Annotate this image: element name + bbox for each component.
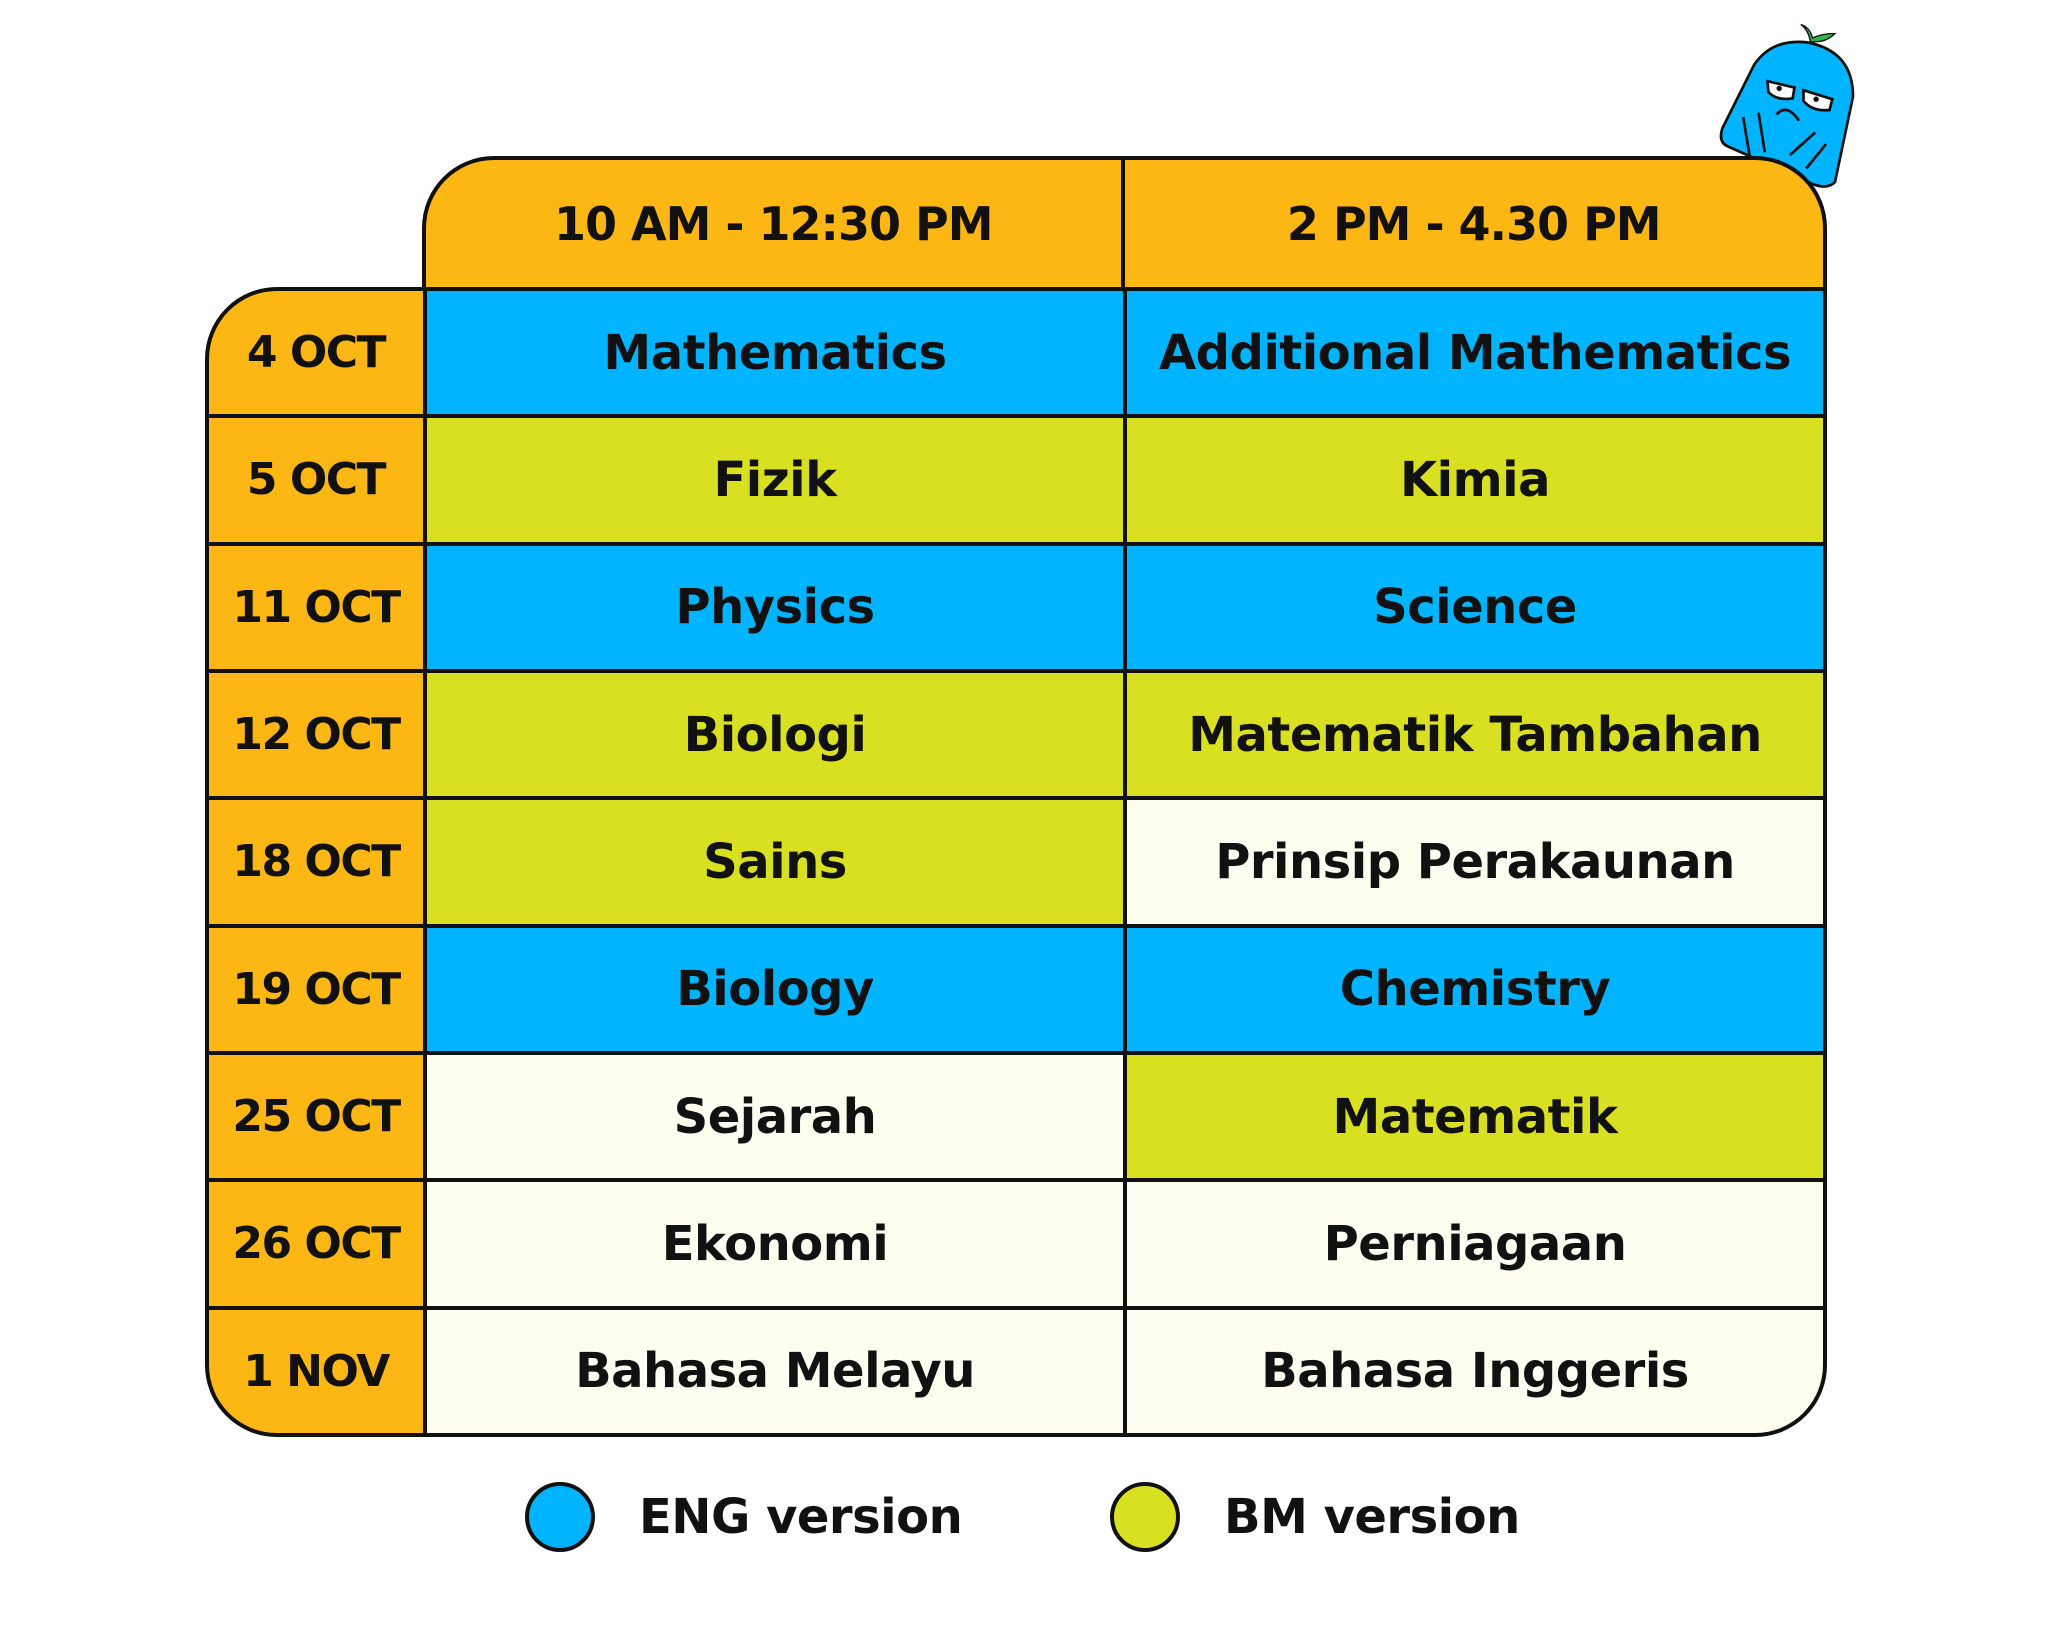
subject-cell: Matematik Tambahan bbox=[1127, 673, 1823, 797]
subject-cell: Bahasa Inggeris bbox=[1127, 1309, 1823, 1433]
subject-cell: Kimia bbox=[1127, 418, 1823, 542]
subject-cell: Perniagaan bbox=[1127, 1182, 1823, 1306]
mascot-icon bbox=[1719, 23, 1855, 188]
bm-color-swatch bbox=[1110, 1482, 1180, 1552]
date-cell: 4 OCT bbox=[209, 291, 423, 415]
date-cell: 18 OCT bbox=[209, 800, 423, 924]
subject-cell: Physics bbox=[427, 545, 1123, 669]
date-cell: 26 OCT bbox=[209, 1182, 423, 1306]
eng-color-swatch bbox=[525, 1482, 595, 1552]
exam-timetable: 4 OCT Mathematics Additional Mathematics 5 … bbox=[205, 287, 1827, 1437]
subject-cell: Chemistry bbox=[1127, 927, 1823, 1051]
legend-bm-label: BM version bbox=[1224, 1489, 1520, 1545]
subject-cell: Sejarah bbox=[427, 1055, 1123, 1179]
subject-cell: Additional Mathematics bbox=[1127, 291, 1823, 415]
subject-cell: Fizik bbox=[427, 418, 1123, 542]
subject-cell: Ekonomi bbox=[427, 1182, 1123, 1306]
subject-cell: Prinsip Perakaunan bbox=[1127, 800, 1823, 924]
date-cell: 12 OCT bbox=[209, 673, 423, 797]
time-slot-header: 10 AM - 12:30 PM 2 PM - 4.30 PM bbox=[422, 156, 1827, 287]
date-cell: 5 OCT bbox=[209, 418, 423, 542]
subject-cell: Bahasa Melayu bbox=[427, 1309, 1123, 1433]
time-slot-morning: 10 AM - 12:30 PM bbox=[426, 160, 1125, 287]
date-cell: 1 NOV bbox=[209, 1309, 423, 1433]
legend-eng: ENG version bbox=[525, 1482, 963, 1552]
date-cell: 19 OCT bbox=[209, 927, 423, 1051]
subject-cell: Sains bbox=[427, 800, 1123, 924]
subject-cell: Matematik bbox=[1127, 1055, 1823, 1179]
subject-cell: Biologi bbox=[427, 673, 1123, 797]
subject-cell: Mathematics bbox=[427, 291, 1123, 415]
subject-cell: Biology bbox=[427, 927, 1123, 1051]
date-cell: 25 OCT bbox=[209, 1055, 423, 1179]
subject-cell: Science bbox=[1127, 545, 1823, 669]
date-cell: 11 OCT bbox=[209, 545, 423, 669]
time-slot-afternoon: 2 PM - 4.30 PM bbox=[1286, 196, 1662, 251]
legend-eng-label: ENG version bbox=[639, 1489, 963, 1545]
legend-bm: BM version bbox=[1110, 1482, 1520, 1552]
